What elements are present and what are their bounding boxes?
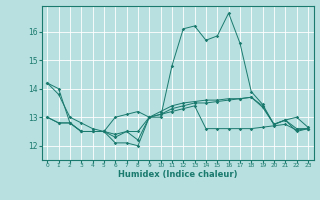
X-axis label: Humidex (Indice chaleur): Humidex (Indice chaleur) (118, 170, 237, 179)
